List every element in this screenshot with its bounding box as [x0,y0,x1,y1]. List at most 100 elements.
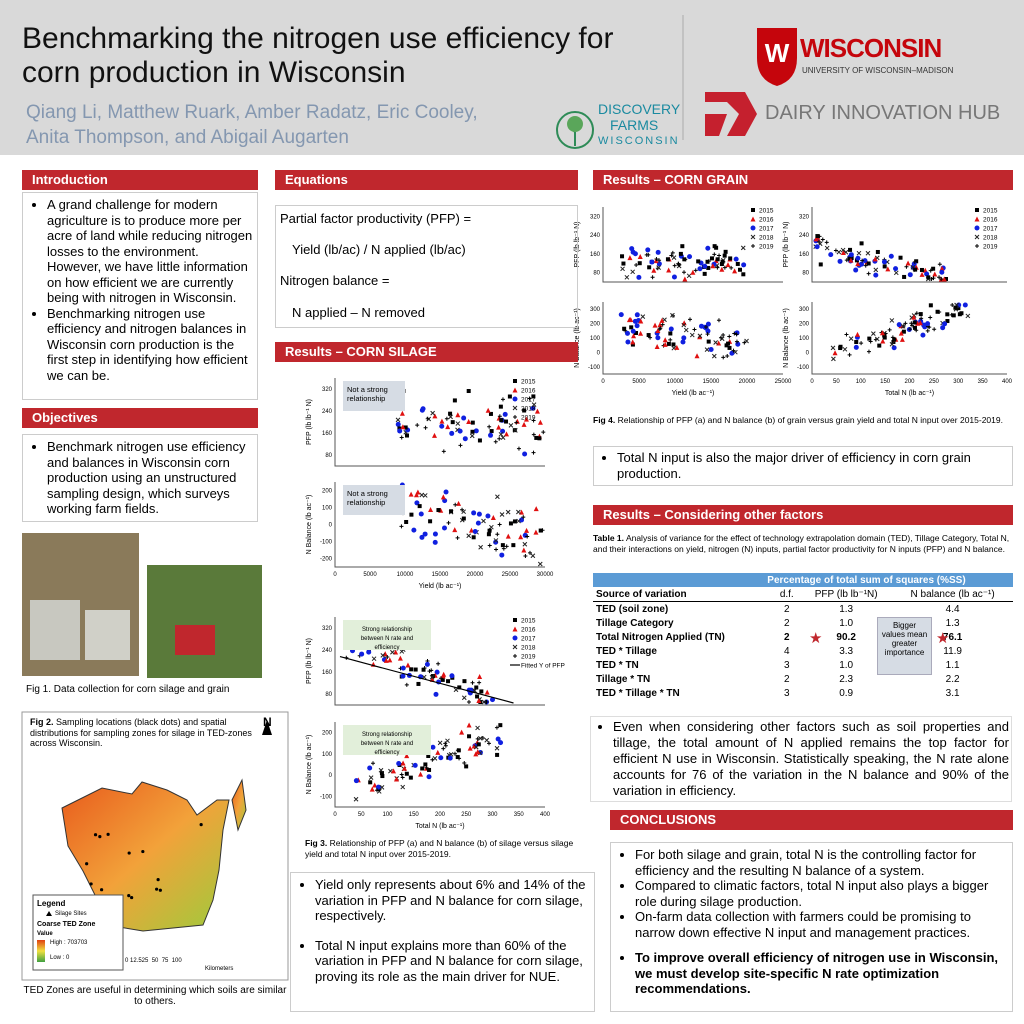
point-marker [945,312,950,317]
point-marker [670,250,675,255]
point-marker [654,343,660,349]
axes [811,207,1007,283]
point-marker [750,225,756,231]
point-marker [496,424,502,430]
point-marker [513,415,517,419]
point-marker [512,519,517,524]
anova-table: Percentage of total sum of squares (%SS)… [593,573,1013,700]
point-marker [672,263,677,268]
table-row: Tillage Category 2 1.0 1.3 [593,616,1013,630]
point-marker [741,272,746,277]
point-marker [501,546,506,551]
bullet-list: A grand challenge for modern agriculture… [27,197,253,383]
point-marker [484,700,489,704]
point-marker [858,261,864,267]
y-axis-label: N Balance (lb ac⁻¹) [306,495,313,555]
fig3-caption: Fig 3. Relationship of PFP (a) and N bal… [305,838,585,859]
point-marker [828,252,834,258]
point-marker [498,431,504,437]
point-marker [697,333,703,339]
point-marker [649,259,655,265]
point-marker [750,234,756,240]
point-marker [727,345,732,350]
point-marker [533,506,539,512]
point-marker [914,259,919,264]
point-marker [867,336,872,341]
point-marker [430,757,435,762]
point-marker [470,420,475,425]
table-row: TED * Tillage 4 3.3 11.9 [593,644,1013,658]
point-marker [452,527,458,533]
point-marker [512,644,518,650]
point-marker [881,259,887,265]
map-site [93,833,98,837]
point-marker [474,685,479,690]
point-marker [887,327,892,332]
point-marker [495,494,500,500]
point-marker [727,334,732,339]
point-marker [911,314,917,320]
point-marker [654,257,659,262]
header-band [0,0,1024,155]
point-marker [910,323,915,328]
star: ★ [809,630,823,647]
point-marker [466,722,472,728]
point-marker [477,438,482,443]
point-marker [525,534,530,539]
fig2-caption: Fig 2. Sampling locations (black dots) a… [30,717,260,749]
bullet-list: To improve overall efficiency of nitroge… [615,950,1008,997]
point-marker [844,258,849,263]
table-cell: 2 [783,631,790,643]
point-marker [853,344,859,350]
equation-line: N applied – N removed [292,305,425,320]
point-marker [513,618,517,622]
equation-line: Yield (lb/ac) / N applied (lb/ac) [292,242,466,257]
point-marker [480,736,485,741]
point-marker [848,257,854,263]
point-marker [873,267,879,273]
point-marker [646,252,651,257]
point-marker [919,271,925,277]
point-marker [449,509,454,514]
point-marker [423,425,428,430]
point-marker [666,267,672,273]
point-marker [645,247,651,253]
point-marker [624,330,630,336]
point-marker [735,261,740,266]
point-marker [652,322,658,328]
point-marker [855,331,861,337]
point-marker [815,234,820,239]
point-marker [476,511,482,517]
axes [334,722,545,808]
x-tick-label: 10000 [667,379,684,385]
bullet: Total N input is also the major driver o… [617,450,1009,481]
point-marker [504,419,509,424]
point-marker [891,345,897,351]
point-marker [436,661,441,666]
point-marker [371,761,376,766]
point-marker [683,327,689,333]
point-marker [541,430,546,435]
point-marker [372,782,378,788]
point-marker [505,533,511,539]
point-marker [461,695,467,701]
point-marker [471,510,477,516]
point-marker [494,725,499,730]
point-marker [467,734,472,739]
point-marker [489,429,494,434]
table-cell: 0.9 [839,687,854,699]
legend-label: 2015 [521,379,536,386]
point-marker [485,513,491,519]
point-marker [872,256,878,262]
point-marker [818,262,823,267]
point-marker [443,489,449,495]
y-tick-label: 200 [590,322,601,328]
point-marker [534,408,540,414]
point-marker [400,673,406,679]
point-marker [498,740,504,746]
point-marker [435,749,441,755]
bullet-list: Benchmark nitrogen use efficiency and ba… [27,439,253,517]
point-marker [848,247,853,252]
point-marker [719,266,725,272]
section-heading: Results – CORN SILAGE [275,342,578,362]
